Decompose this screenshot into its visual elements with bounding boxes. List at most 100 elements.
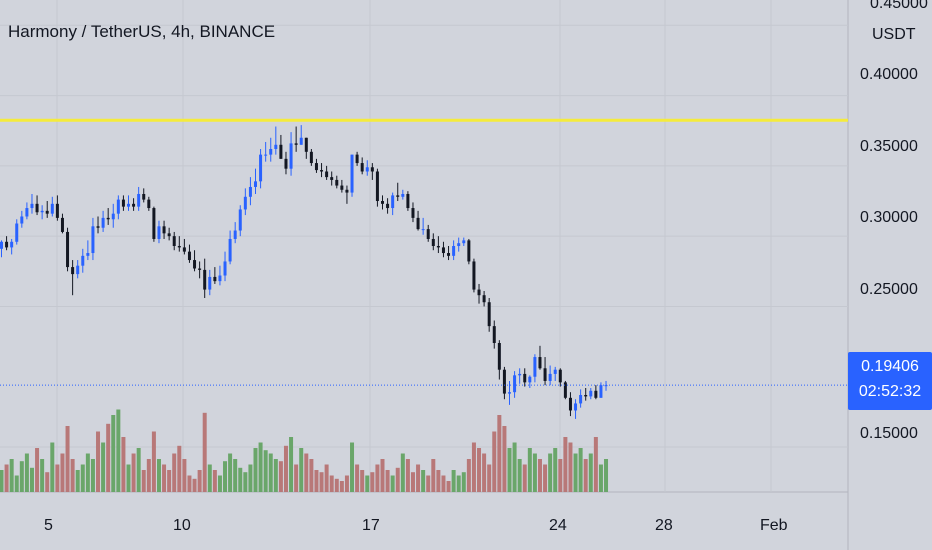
candle — [497, 340, 501, 380]
candle-body — [15, 223, 19, 242]
candle — [10, 238, 14, 255]
candle-body — [558, 369, 562, 383]
candle — [101, 210, 105, 232]
volume-bar — [294, 464, 299, 492]
candle-body — [568, 397, 572, 411]
candle-body — [375, 171, 379, 202]
candle-body — [111, 213, 115, 220]
volume-bar — [593, 437, 598, 492]
volume-bar — [167, 470, 172, 492]
candle-body — [533, 357, 537, 377]
y-tick-label: 0.35000 — [860, 138, 918, 155]
price-axis-unit: USDT — [872, 26, 916, 43]
candle — [40, 205, 44, 220]
candle — [0, 240, 3, 258]
candle — [91, 217, 95, 261]
candle-body — [254, 181, 257, 187]
candle-body — [25, 208, 29, 217]
candle — [60, 213, 64, 234]
candle — [162, 220, 166, 239]
volume-bar — [502, 426, 507, 492]
candle — [518, 368, 522, 384]
candle — [30, 193, 34, 214]
candle — [391, 192, 395, 216]
volume-bar — [131, 453, 136, 492]
candle-body — [411, 208, 415, 218]
volume-bar — [385, 470, 390, 492]
volume-bar — [268, 453, 273, 492]
candle — [116, 195, 120, 220]
y-tick-label: 0.25000 — [860, 281, 918, 298]
volume-bar — [90, 459, 95, 492]
candle — [71, 260, 75, 296]
candle-body — [279, 144, 283, 159]
candle — [218, 265, 222, 286]
candle — [274, 126, 278, 155]
candle — [447, 246, 451, 261]
volume-bar — [0, 470, 4, 492]
volume-bar — [212, 470, 217, 492]
volume-bar — [223, 461, 228, 492]
volume-bar — [121, 437, 126, 492]
candle-body — [76, 265, 80, 275]
volume-bar — [573, 453, 578, 492]
candle — [355, 151, 359, 166]
candle-body — [142, 193, 146, 200]
candle — [462, 237, 466, 246]
candle-body — [172, 236, 176, 246]
candle-body — [386, 203, 390, 209]
candle — [563, 380, 567, 400]
candle-body — [223, 261, 227, 276]
candle-body — [330, 177, 334, 180]
candle — [492, 320, 496, 349]
volume-bar — [85, 453, 90, 492]
volume-bar — [96, 431, 101, 492]
candle — [294, 126, 298, 152]
candle — [15, 219, 19, 245]
symbol-title[interactable]: Harmony / TetherUS, 4h, BINANCE — [8, 22, 276, 41]
volume-bar — [65, 426, 70, 492]
candle — [132, 198, 136, 211]
volume-bar — [482, 453, 487, 492]
candle — [20, 210, 24, 228]
candle-body — [35, 203, 39, 213]
candle — [182, 238, 186, 255]
volume-bar — [375, 464, 380, 492]
candle-body — [457, 243, 461, 246]
volume-bar — [116, 409, 121, 492]
bar-countdown: 02:52:32 — [858, 383, 922, 400]
candle-body — [452, 246, 456, 256]
candle-body — [350, 154, 354, 193]
candle-body — [50, 203, 54, 214]
candle — [574, 399, 578, 419]
volume-bar — [24, 453, 29, 492]
candle-body — [508, 392, 511, 394]
candle — [137, 186, 141, 211]
candle — [401, 189, 405, 200]
volume-bar — [588, 453, 593, 492]
candle — [604, 380, 608, 391]
volume-bar — [75, 470, 80, 492]
candle-body — [157, 226, 161, 239]
candle-body — [513, 375, 517, 393]
x-tick-label: 24 — [549, 517, 567, 534]
volume-bar — [263, 450, 268, 492]
candle-body — [294, 143, 298, 145]
candle-body — [416, 217, 420, 230]
candle-body — [106, 217, 110, 220]
plot-area[interactable] — [0, 0, 848, 492]
volume-bar — [431, 459, 436, 492]
candle-body — [518, 373, 522, 376]
candle-body — [345, 189, 349, 193]
candle — [584, 387, 588, 401]
volume-bar — [319, 472, 324, 492]
candle — [548, 365, 552, 386]
candle-body — [30, 203, 34, 209]
volume-bar — [40, 459, 45, 492]
volume-bar — [578, 448, 583, 492]
candle — [411, 202, 415, 223]
volume-bar — [202, 412, 207, 492]
candle-body — [193, 260, 197, 269]
